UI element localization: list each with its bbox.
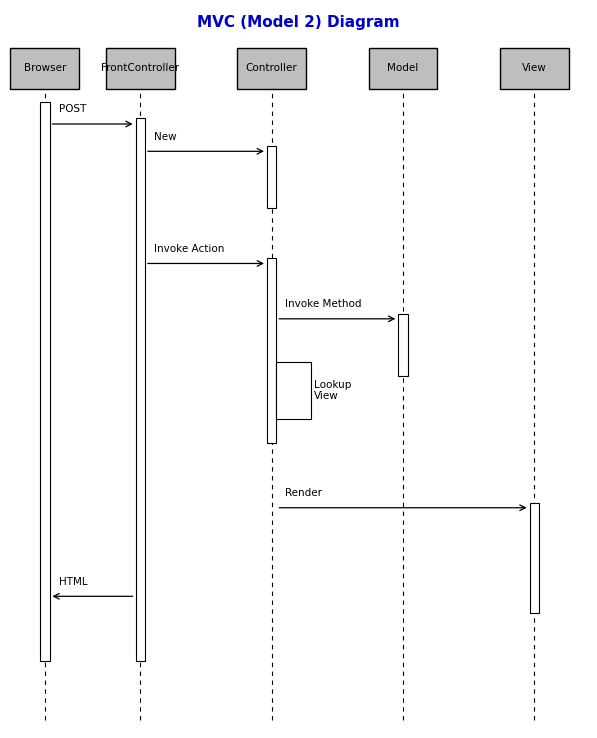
Text: MVC (Model 2) Diagram: MVC (Model 2) Diagram	[197, 15, 400, 30]
Bar	[267, 146, 276, 208]
Bar	[369, 48, 437, 89]
Bar	[500, 48, 569, 89]
Bar	[267, 258, 276, 443]
Text: FrontController: FrontController	[101, 63, 179, 73]
Bar	[398, 314, 408, 376]
Bar	[276, 362, 311, 419]
Text: Invoke Action: Invoke Action	[154, 244, 224, 254]
Text: Controller: Controller	[246, 63, 297, 73]
Bar	[10, 48, 79, 89]
Text: Invoke Method: Invoke Method	[285, 299, 362, 309]
Bar	[136, 118, 145, 661]
Text: HTML: HTML	[59, 576, 87, 587]
Bar	[238, 48, 306, 89]
Text: Lookup
View: Lookup View	[314, 379, 352, 401]
Bar	[530, 503, 539, 613]
Bar	[40, 102, 50, 661]
Text: Browser: Browser	[24, 63, 66, 73]
Text: Render: Render	[285, 488, 322, 498]
Text: POST: POST	[59, 104, 86, 114]
Text: View: View	[522, 63, 547, 73]
Text: New: New	[154, 131, 177, 142]
Bar	[106, 48, 174, 89]
Text: Model: Model	[387, 63, 418, 73]
